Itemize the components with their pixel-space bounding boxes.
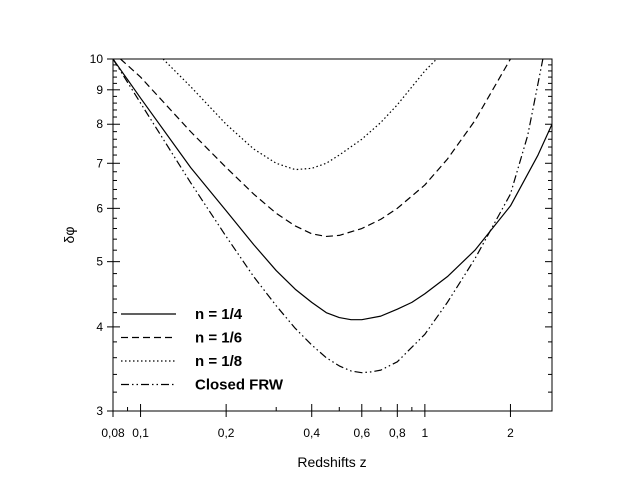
series-line-2 (162, 58, 438, 171)
y-tick-label: 5 (96, 255, 103, 269)
x-axis-title: Redshifts z (297, 454, 366, 470)
x-tick-label: 0,6 (353, 426, 370, 440)
y-tick-label: 8 (96, 117, 103, 131)
y-tick-label: 4 (96, 320, 103, 334)
axis-ticks: 0,08 0,1 0,2 0,4 0,6 0,8 1 2 3 4 5 6 7 8 9 10 (90, 52, 552, 440)
x-tick-label: 0,2 (218, 426, 235, 440)
legend-label-2: n = 1/8 (195, 353, 242, 370)
x-tick-label: 0,4 (303, 426, 320, 440)
x-tick-label: 0,8 (389, 426, 406, 440)
y-tick-label: 10 (90, 52, 104, 66)
series-line-3 (112, 58, 544, 374)
series-line-1 (120, 58, 511, 238)
plot-frame (112, 58, 553, 412)
y-tick-label: 3 (96, 404, 103, 418)
x-tick-label: 2 (507, 426, 514, 440)
legend-label-3: Closed FRW (195, 377, 284, 394)
legend: n = 1/4 n = 1/6 n = 1/8 Closed FRW (121, 306, 284, 394)
x-tick-label: 0,1 (132, 426, 149, 440)
y-tick-label: 7 (96, 156, 103, 170)
y-tick-label: 9 (96, 83, 103, 97)
legend-label-0: n = 1/4 (195, 306, 243, 323)
y-tick-label: 6 (96, 201, 103, 215)
y-axis-title: δφ (61, 227, 77, 244)
x-tick-label: 1 (422, 426, 429, 440)
series-line-0 (112, 58, 553, 321)
series-lines (112, 58, 553, 374)
legend-label-1: n = 1/6 (195, 330, 242, 347)
x-tick-label: 0,08 (101, 426, 125, 440)
